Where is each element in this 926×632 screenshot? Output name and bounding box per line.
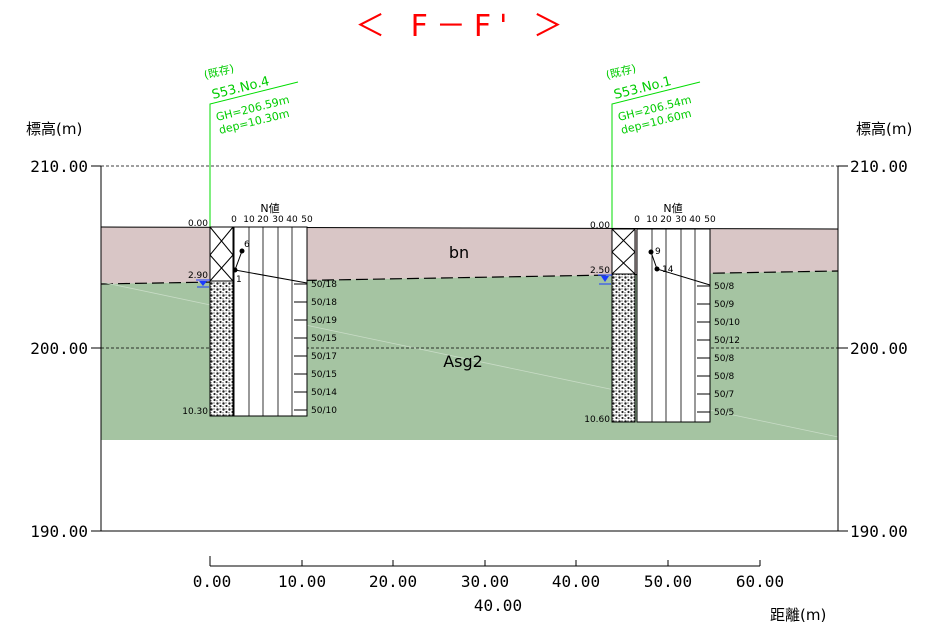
blow-count: 50/10 xyxy=(311,406,337,416)
ytick-label-right-210: 210.00 xyxy=(850,157,908,176)
nscale-30: 30 xyxy=(675,215,687,225)
nvalue-grid xyxy=(233,226,308,417)
column-cross-d xyxy=(209,254,234,282)
column-top-section xyxy=(209,226,234,282)
ylabel-left: 標高(m) xyxy=(26,120,82,138)
column-cross-b xyxy=(611,228,636,253)
borehole-s53-no1: (既存) S53.No.1 GH=206.54m dep=10.60m 0.00… xyxy=(584,61,740,425)
blow-count: 50/7 xyxy=(714,390,734,400)
nvalue-label: 1 xyxy=(236,275,242,285)
column-cross-b xyxy=(209,226,234,256)
column-gravel-section xyxy=(209,280,234,417)
nvalue-label: 14 xyxy=(662,265,674,275)
ylabel-right: 標高(m) xyxy=(856,120,912,138)
section-title: ＜ F－F' ＞ xyxy=(355,9,571,44)
layer-label-asg2: Asg2 xyxy=(443,352,483,371)
blow-count: 50/12 xyxy=(714,336,740,346)
column-top-section xyxy=(611,228,636,275)
nscale-40: 40 xyxy=(689,215,701,225)
nscale-40: 40 xyxy=(286,215,298,225)
nvalue-grid xyxy=(636,228,711,423)
xtick-label-20: 20.00 xyxy=(369,572,417,591)
borehole-status: (既存) xyxy=(202,61,235,82)
nscale-50: 50 xyxy=(301,215,313,225)
top-depth: 0.00 xyxy=(188,219,208,229)
water-level-icon xyxy=(196,279,210,288)
water-level-icon xyxy=(598,274,612,285)
ytick-label-left-190: 190.00 xyxy=(30,522,88,541)
ytick-label-right-200: 200.00 xyxy=(850,339,908,358)
nscale-20: 20 xyxy=(257,215,269,225)
blow-count: 50/19 xyxy=(311,316,337,326)
nscale-50: 50 xyxy=(704,215,716,225)
nvalue-point xyxy=(232,267,238,273)
ytick-label-left-200: 200.00 xyxy=(30,339,88,358)
borehole-leader xyxy=(209,81,299,227)
nscale-0: 0 xyxy=(231,215,237,225)
blow-count: 50/15 xyxy=(311,370,337,380)
nvalue-point xyxy=(239,248,245,254)
nvalue-header: N値 xyxy=(663,202,682,215)
xtick-label-0: 0.00 xyxy=(193,572,232,591)
blow-count: 50/14 xyxy=(311,388,337,398)
column-gravel-section xyxy=(611,273,636,423)
layer-label-bn: bn xyxy=(449,243,469,262)
blow-count: 50/15 xyxy=(311,334,337,344)
top-depth: 0.00 xyxy=(590,221,610,231)
blow-count: 50/8 xyxy=(714,354,734,364)
xtick-label-40: 40.00 xyxy=(552,572,600,591)
xtick-label-50: 50.00 xyxy=(644,572,692,591)
ytick-label-left-210: 210.00 xyxy=(30,157,88,176)
blow-count: 50/18 xyxy=(311,280,337,290)
distance-total: 40.00 xyxy=(474,596,522,615)
nscale-20: 20 xyxy=(660,215,672,225)
blow-count: 50/18 xyxy=(311,298,337,308)
blow-count: 50/8 xyxy=(714,282,734,292)
nvalue-header: N値 xyxy=(260,202,279,215)
nvalue-point xyxy=(648,249,654,255)
nscale-10: 10 xyxy=(646,215,658,225)
blow-count: 50/17 xyxy=(311,352,337,362)
nvalue-label: 9 xyxy=(655,247,661,257)
nscale-10: 10 xyxy=(243,215,255,225)
xlabel: 距離(m) xyxy=(770,606,826,624)
nscale-0: 0 xyxy=(634,215,640,225)
ytick-label-right-190: 190.00 xyxy=(850,522,908,541)
bottom-depth: 10.30 xyxy=(182,407,208,417)
nvalue-label: 6 xyxy=(244,240,250,250)
nscale-30: 30 xyxy=(272,215,284,225)
nvalue-point xyxy=(654,266,660,272)
xtick-label-30: 30.00 xyxy=(461,572,509,591)
borehole-status: (既存) xyxy=(604,61,637,82)
borehole-leader xyxy=(611,81,701,228)
water-depth: 2.90 xyxy=(188,271,208,281)
blow-count: 50/9 xyxy=(714,300,734,310)
borehole-s53-no4: (既存) S53.No.4 GH=206.59m dep=10.30m 0.00… xyxy=(182,61,337,417)
blow-count: 50/5 xyxy=(714,408,734,418)
xtick-label-60: 60.00 xyxy=(736,572,784,591)
column-cross-d xyxy=(611,251,636,275)
bottom-depth: 10.60 xyxy=(584,415,610,425)
water-depth: 2.50 xyxy=(590,266,610,276)
blow-count: 50/8 xyxy=(714,372,734,382)
xtick-label-10: 10.00 xyxy=(278,572,326,591)
blow-count: 50/10 xyxy=(714,318,740,328)
